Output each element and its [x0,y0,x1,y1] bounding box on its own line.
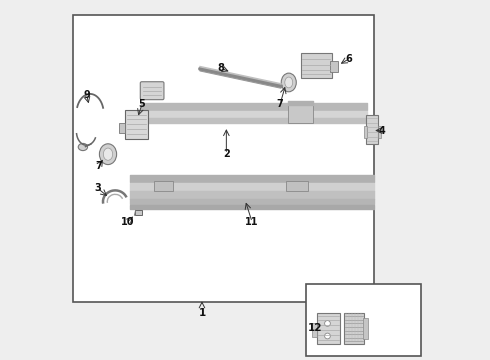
Circle shape [324,333,330,339]
Bar [135,211,142,215]
Bar [153,181,173,191]
Text: 1: 1 [198,308,206,318]
Bar [317,313,340,344]
Bar [300,53,332,78]
Bar [313,323,317,337]
Text: 7: 7 [277,99,284,109]
Bar [364,318,368,338]
Bar [286,181,308,191]
Ellipse shape [281,73,296,92]
Ellipse shape [103,148,113,160]
Text: 10: 10 [121,217,134,227]
Bar [330,61,338,72]
Text: 9: 9 [83,90,90,100]
Ellipse shape [99,144,117,165]
Bar [364,126,367,138]
Bar [288,103,313,123]
Bar [306,284,421,356]
Ellipse shape [78,143,88,150]
Bar [366,116,378,144]
Bar [73,15,374,302]
Bar [343,313,365,344]
Text: 5: 5 [139,99,146,109]
Text: 3: 3 [94,183,100,193]
Text: 4: 4 [379,126,385,135]
Ellipse shape [285,77,293,88]
Bar [378,126,381,138]
Circle shape [324,320,330,326]
FancyBboxPatch shape [140,82,164,100]
Bar [125,110,148,139]
Text: 11: 11 [245,217,259,227]
Text: 8: 8 [217,63,224,73]
Text: 12: 12 [308,323,322,333]
Text: 2: 2 [223,149,230,159]
Bar [120,123,125,134]
Text: 7: 7 [96,161,102,171]
Text: 6: 6 [345,54,352,64]
